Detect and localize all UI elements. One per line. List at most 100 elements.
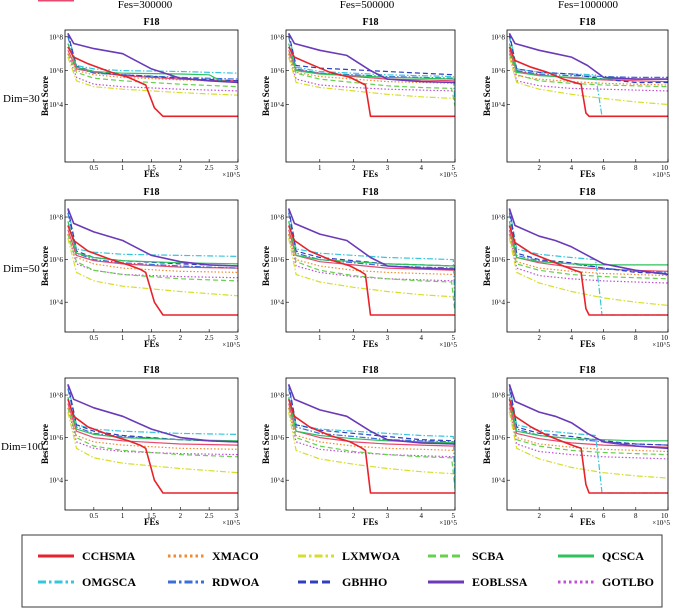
- x-scale-label: ×10^5: [439, 341, 457, 349]
- row-header-dim-50: Dim=50: [3, 263, 40, 275]
- series-line-lxmwoa: [508, 56, 668, 106]
- legend-item-eoblssa: EOBLSSA: [428, 575, 528, 589]
- x-tick-label: 4: [419, 334, 423, 342]
- x-tick-label: 1: [318, 334, 322, 342]
- series-group: [67, 208, 238, 316]
- subplot-r1c2: F18 1 2 3 4 5×10^5 10^4 10^6 10^8 FEs Best Score: [261, 17, 457, 179]
- legend-item-gotlbo: GOTLBO: [558, 575, 654, 589]
- x-tick-label: 1: [318, 512, 322, 520]
- subplot-title: F18: [362, 17, 378, 28]
- col-header-fes-300000: Fes=300000: [118, 0, 173, 11]
- subplot-title: F18: [143, 187, 159, 198]
- y-axis-label: Best Score: [482, 76, 492, 116]
- series-line-gotlbo: [288, 233, 455, 282]
- series-line-gotlbo: [288, 53, 455, 92]
- series-line-lxmwoa: [508, 238, 668, 306]
- x-tick-label: 1: [121, 334, 125, 342]
- axes-frame: [506, 199, 669, 333]
- axes-frame: [64, 377, 239, 511]
- x-tick-label: 4: [419, 164, 423, 172]
- x-axis-label: FEs: [363, 517, 379, 527]
- legend-label: LXMWOA: [342, 549, 400, 563]
- x-tick-label: 4: [419, 512, 423, 520]
- y-tick-label: 10^6: [491, 434, 505, 442]
- series-line-alcpso: [67, 229, 238, 269]
- y-tick-label: 10^6: [49, 67, 63, 75]
- axes-frame: [506, 29, 669, 163]
- y-tick-label: 10^4: [49, 299, 63, 307]
- series-line-lxmwoa: [508, 411, 668, 479]
- series-line-scba: [67, 53, 238, 88]
- series-line-eoblssa: [288, 33, 455, 84]
- subplot-title: F18: [143, 17, 159, 28]
- x-tick-label: 2.5: [205, 334, 214, 342]
- legend-label: OMGSCA: [82, 575, 136, 589]
- x-tick-label: 2: [537, 334, 541, 342]
- series-line-lxmwoa: [67, 238, 238, 297]
- series-line-qcsca: [67, 397, 238, 442]
- y-tick-label: 10^4: [491, 477, 505, 485]
- series-line-rdwoa: [67, 212, 238, 269]
- legend-item-lxmwoa: LXMWOA: [298, 549, 400, 563]
- subplot-r3c1: F18 0.5 1 1.5 2 2.5 3×10^5 10^4 10^6 10^8 FEs Best …: [40, 365, 240, 527]
- x-tick-label: 2: [352, 512, 356, 520]
- series-line-xmaco: [288, 233, 455, 276]
- legend-label: RDWOA: [212, 575, 260, 589]
- y-tick-label: 10^4: [49, 477, 63, 485]
- legend-item-cchsma: CCHSMA: [38, 549, 136, 563]
- series-group: [287, 384, 455, 494]
- y-tick-label: 10^8: [491, 392, 505, 400]
- series-line-omgsca: [67, 33, 238, 74]
- x-tick-label: 1: [121, 512, 125, 520]
- legend-frame: [21, 534, 663, 608]
- y-tick-label: 10^6: [49, 256, 63, 264]
- series-line-xmaco: [508, 407, 668, 453]
- series-line-eoblssa: [287, 208, 455, 270]
- series-group: [508, 208, 668, 316]
- x-axis-label: FEs: [144, 517, 160, 527]
- subplot-title: F18: [362, 365, 378, 376]
- series-line-gbhho: [508, 208, 668, 275]
- series-line-eoblssa: [287, 384, 455, 445]
- series-line-omgsca: [67, 384, 238, 435]
- x-tick-label: 1.5: [147, 334, 156, 342]
- series-line-qcsca: [288, 221, 455, 267]
- series-line-qcsca: [288, 397, 455, 444]
- subplot-grid: F18 0.5 1 1.5 2 2.5 3 ×10^5 10^4 10^6 10^8 FEs Best …: [40, 17, 670, 527]
- series-line-cchsma: [287, 399, 455, 494]
- col-header-fes-500000: Fes=500000: [340, 0, 395, 11]
- x-tick-label: 4: [570, 164, 574, 172]
- series-line-qcsca: [508, 221, 668, 266]
- y-tick-label: 10^8: [49, 33, 63, 41]
- x-tick-label: 3: [235, 512, 239, 520]
- x-tick-label: 2: [537, 512, 541, 520]
- series-line-scba: [288, 407, 455, 489]
- series-line-gotlbo: [508, 53, 668, 92]
- series-line-gotlbo: [508, 233, 668, 284]
- x-axis-label: FEs: [580, 517, 596, 527]
- series-line-omgsca: [508, 208, 668, 316]
- series-line-cchsma: [508, 399, 668, 494]
- series-line-omgsca: [508, 384, 668, 494]
- legend-item-rdwoa: RDWOA: [168, 575, 260, 589]
- x-tick-label: 3: [386, 512, 390, 520]
- series-group: [287, 208, 455, 316]
- axes-frame: [285, 377, 456, 511]
- x-tick-label: 0.5: [89, 334, 98, 342]
- x-tick-label: 3: [386, 334, 390, 342]
- legend-item-gbhho: GBHHO: [298, 575, 387, 589]
- x-tick-label: 8: [634, 512, 638, 520]
- x-tick-label: 8: [634, 164, 638, 172]
- series-line-eoblssa: [508, 208, 668, 276]
- series-line-rdwoa: [508, 388, 668, 446]
- x-tick-label: 2: [352, 164, 356, 172]
- x-axis-label: FEs: [580, 339, 596, 349]
- series-line-lxmwoa: [67, 56, 238, 96]
- y-axis-label: Best Score: [40, 424, 50, 464]
- subplot-title: F18: [362, 187, 378, 198]
- series-line-cchsma: [508, 46, 668, 118]
- series-line-gbhho: [288, 33, 455, 76]
- x-axis-label: FEs: [580, 169, 596, 179]
- y-axis-label: Best Score: [40, 76, 50, 116]
